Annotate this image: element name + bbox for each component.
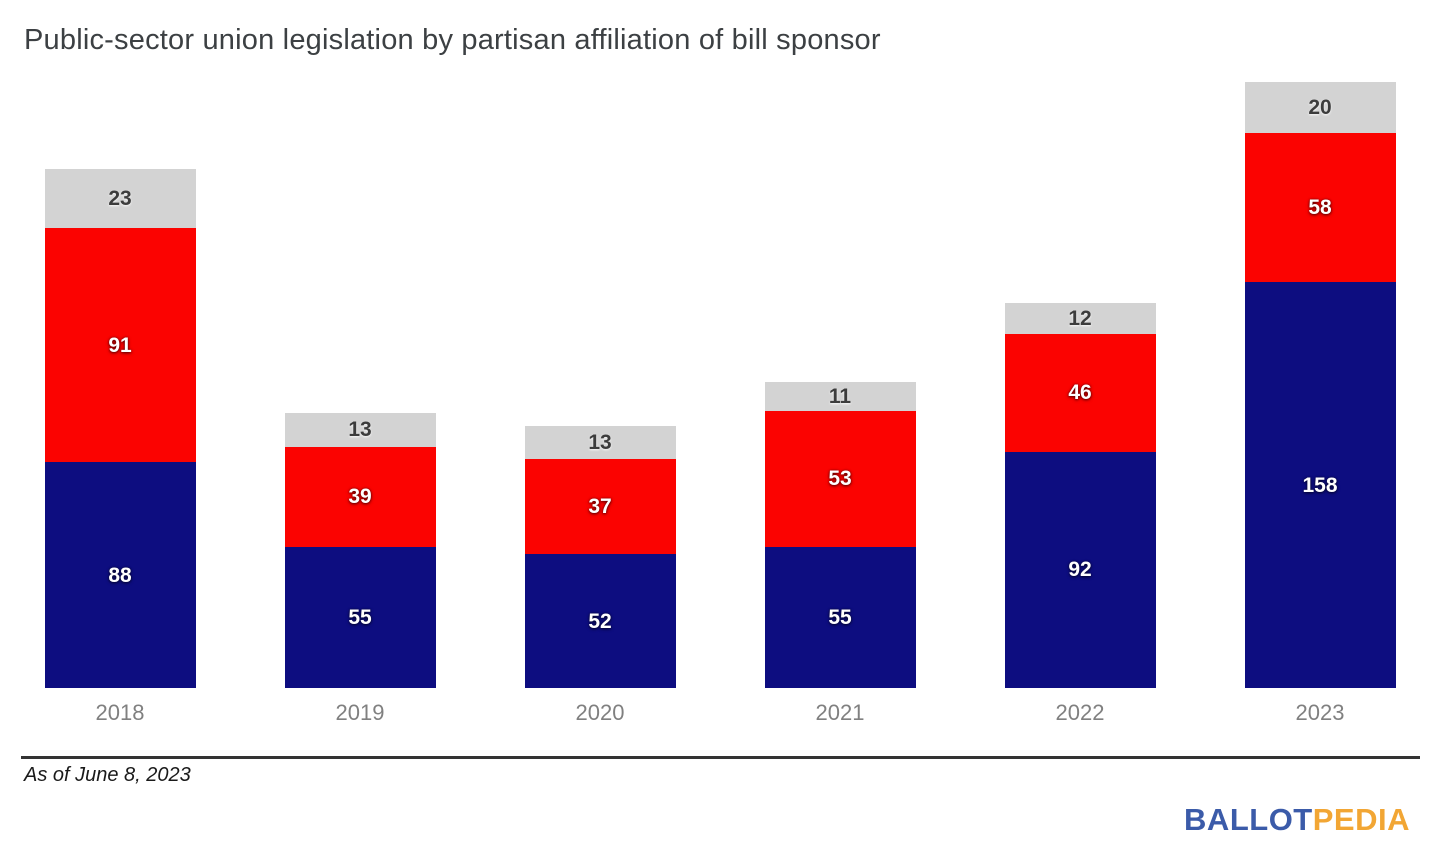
segment-value-label: 55 [348,605,372,629]
bar-column-2023: 158 58 20 [1200,70,1440,688]
segment-value-label: 52 [588,609,612,633]
bar-segment-gray-top-segment-2019: 13 [284,413,436,447]
segment-value-label: 91 [108,333,132,357]
bar-column-2019: 55 39 13 [240,70,480,688]
ballotpedia-logo: BALLOTPEDIA [1184,802,1410,838]
segment-value-label: 39 [348,485,372,509]
segment-value-label: 158 [1302,473,1338,497]
bar-column-2018: 88 91 23 [0,70,240,688]
bar-segment-red-middle-segment-2019: 39 [284,446,436,547]
x-axis-labels: 2018 2019 2020 2021 2022 2023 [0,700,1440,726]
bar-segment-blue-bottom-segment-2022: 92 [1004,451,1156,688]
bar-segment-blue-bottom-segment-2018: 88 [44,462,196,688]
bar-segment-red-middle-segment-2020: 37 [524,459,676,555]
segment-value-label: 55 [828,605,852,629]
bar-segment-gray-top-segment-2021: 11 [764,382,916,411]
segment-value-label: 92 [1068,558,1092,582]
bar-segment-gray-top-segment-2023: 20 [1244,82,1396,134]
bar-column-2022: 92 46 12 [960,70,1200,688]
stacked-bar-2021: 55 53 11 [764,382,916,688]
segment-value-label: 20 [1308,96,1332,120]
logo-text-ballot: BALLOT [1184,802,1313,837]
bars-row: 88 91 23 55 39 13 52 37 13 55 53 11 92 46 12 158 58 20 [0,70,1440,688]
segment-value-label: 13 [588,431,612,455]
x-axis-tick-label-2018: 2018 [95,700,145,725]
bar-segment-blue-bottom-segment-2021: 55 [764,546,916,688]
segment-value-label: 12 [1068,306,1092,330]
x-axis-tick-label-2022: 2022 [1055,700,1105,725]
bar-segment-gray-top-segment-2018: 23 [44,169,196,229]
segment-value-label: 11 [828,385,852,409]
segment-value-label: 53 [828,467,852,491]
x-axis-tick-label-2019: 2019 [335,700,385,725]
segment-value-label: 46 [1068,381,1092,405]
x-axis-tick-label-2020: 2020 [575,700,625,725]
bar-segment-red-middle-segment-2022: 46 [1004,333,1156,452]
bar-column-2020: 52 37 13 [480,70,720,688]
stacked-bar-2018: 88 91 23 [44,169,196,688]
x-axis-line [21,756,1420,759]
stacked-bar-2022: 92 46 12 [1004,302,1156,688]
bar-segment-gray-top-segment-2020: 13 [524,426,676,460]
stacked-bar-2023: 158 58 20 [1244,82,1396,688]
chart-title: Public-sector union legislation by parti… [24,24,881,56]
bar-segment-blue-bottom-segment-2020: 52 [524,554,676,688]
stacked-bar-2019: 55 39 13 [284,413,436,688]
bar-segment-red-middle-segment-2018: 91 [44,228,196,463]
footnote-as-of-date: As of June 8, 2023 [24,764,191,786]
x-axis-tick-label-2021: 2021 [815,700,865,725]
segment-value-label: 58 [1308,196,1332,220]
bar-segment-red-middle-segment-2023: 58 [1244,133,1396,283]
segment-value-label: 37 [588,495,612,519]
stacked-bar-2020: 52 37 13 [524,426,676,688]
bar-segment-red-middle-segment-2021: 53 [764,410,916,547]
plot-area: 88 91 23 55 39 13 52 37 13 55 53 11 92 46 12 158 58 20 [0,70,1440,759]
segment-value-label: 23 [108,187,132,211]
bar-column-2021: 55 53 11 [720,70,960,688]
bar-segment-blue-bottom-segment-2019: 55 [284,546,436,688]
segment-value-label: 13 [348,418,372,442]
bar-segment-blue-bottom-segment-2023: 158 [1244,282,1396,688]
logo-text-pedia: PEDIA [1312,802,1410,837]
bar-segment-gray-top-segment-2022: 12 [1004,302,1156,334]
x-axis-tick-label-2023: 2023 [1295,700,1345,725]
segment-value-label: 88 [108,563,132,587]
